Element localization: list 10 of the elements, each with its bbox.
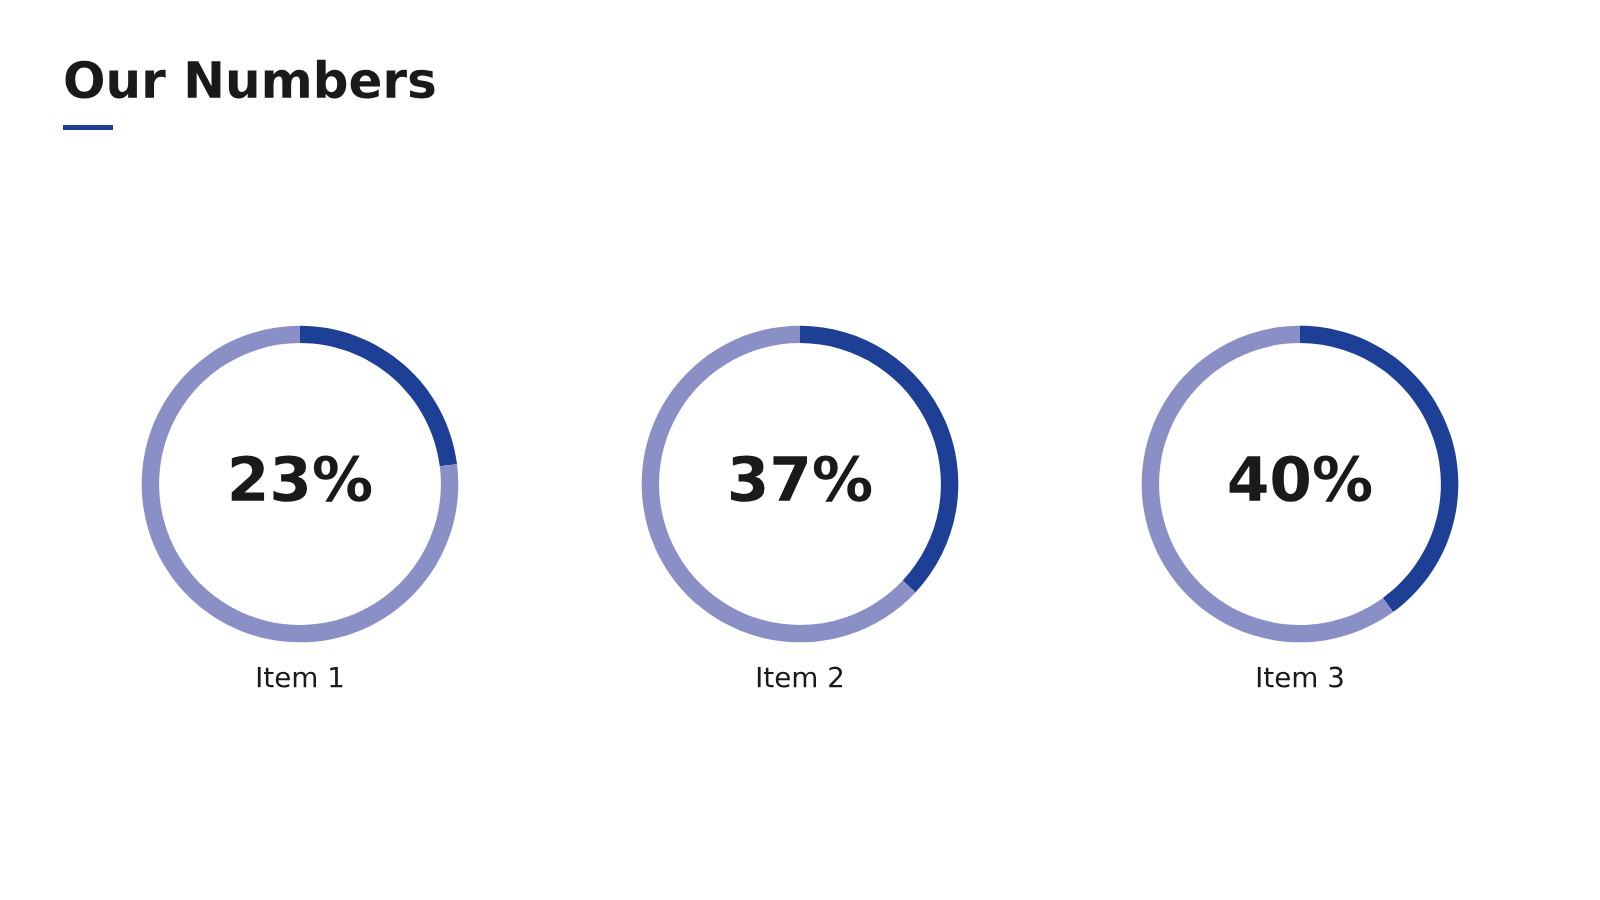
text: Item 2 bbox=[757, 666, 843, 688]
donut-slice bbox=[141, 325, 459, 643]
donut-slice bbox=[1141, 325, 1394, 643]
text: Item 3 bbox=[1257, 666, 1343, 688]
data-label: 40% bbox=[1229, 455, 1372, 502]
data-label: 23% bbox=[231, 455, 372, 502]
text: Item 1 bbox=[257, 666, 343, 688]
chart-title: Our Numbers bbox=[65, 59, 435, 99]
data-label: 37% bbox=[730, 455, 872, 502]
donut-slice bbox=[641, 325, 916, 643]
